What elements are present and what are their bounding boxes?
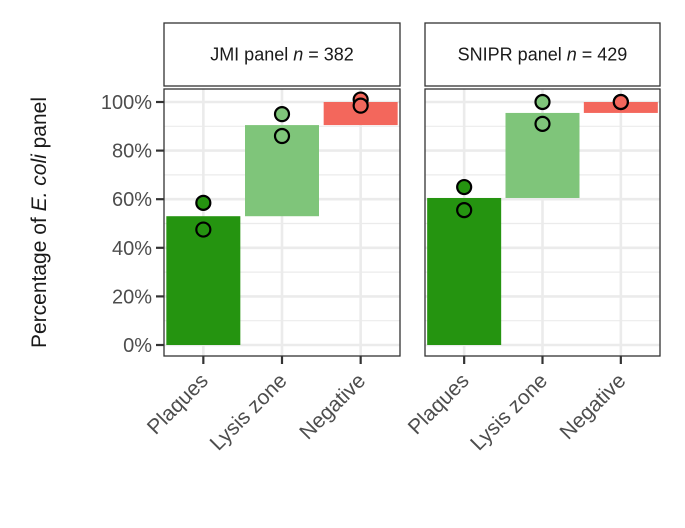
panel-2-point-plaques [456,202,473,219]
y-tick-label: 40% [112,238,152,260]
panel-2-point-lysis-zone [534,93,551,111]
y-axis-title: Percentage of E. coli panel [28,97,51,348]
y-tick-label: 0% [123,335,152,357]
panel-1-n-label: n [293,45,303,65]
panel-2-bar-plaques [427,197,502,345]
panel-1-n-value: = 382 [303,45,354,65]
y-tick-label: 60% [112,189,152,211]
panel-2-title: SNIPR panel [458,45,562,65]
panel-1-point-negative [352,97,369,114]
panel-2-x-tick-label: Plaques [404,369,474,439]
panel-1-point-plaques [195,194,212,211]
panel-2-x-tick-label: Negative [555,369,630,444]
y-tick-label: 20% [112,286,152,308]
panel-2-strip [424,22,661,87]
panel-1-point-lysis-zone [273,106,291,123]
y-axis-title-part: Percentage of [28,211,51,348]
panel-1-strip [163,22,401,87]
panel-1-title: JMI panel [210,45,288,65]
y-tick-label: 80% [112,141,152,163]
y-tick-label: 100% [101,92,152,114]
panel-2-point-lysis-zone [534,115,551,132]
panel-1-x-tick-label: Lysis zone [206,369,292,455]
panel-2-x-tick-label: Lysis zone [466,369,552,455]
panel-2-point-plaques [456,178,473,196]
y-axis-title-italic: E. coli [28,153,51,212]
panel-1-point-plaques [195,221,212,238]
panel-1-point-lysis-zone [273,127,291,145]
panel-2-strip-title: SNIPR panel n = 429 [458,45,628,65]
panel-2-n-value: = 429 [577,45,628,65]
panel-1-x-tick-label: Plaques [143,369,213,439]
panel-2-point-negative [612,93,629,111]
panel-1-x-tick-label: Negative [295,369,370,444]
y-axis-title-part: panel [28,97,51,154]
panel-1-strip-title: JMI panel n = 382 [210,45,354,65]
panel-1-bar-plaques [166,216,241,345]
panel-2-n-label: n [567,45,577,65]
